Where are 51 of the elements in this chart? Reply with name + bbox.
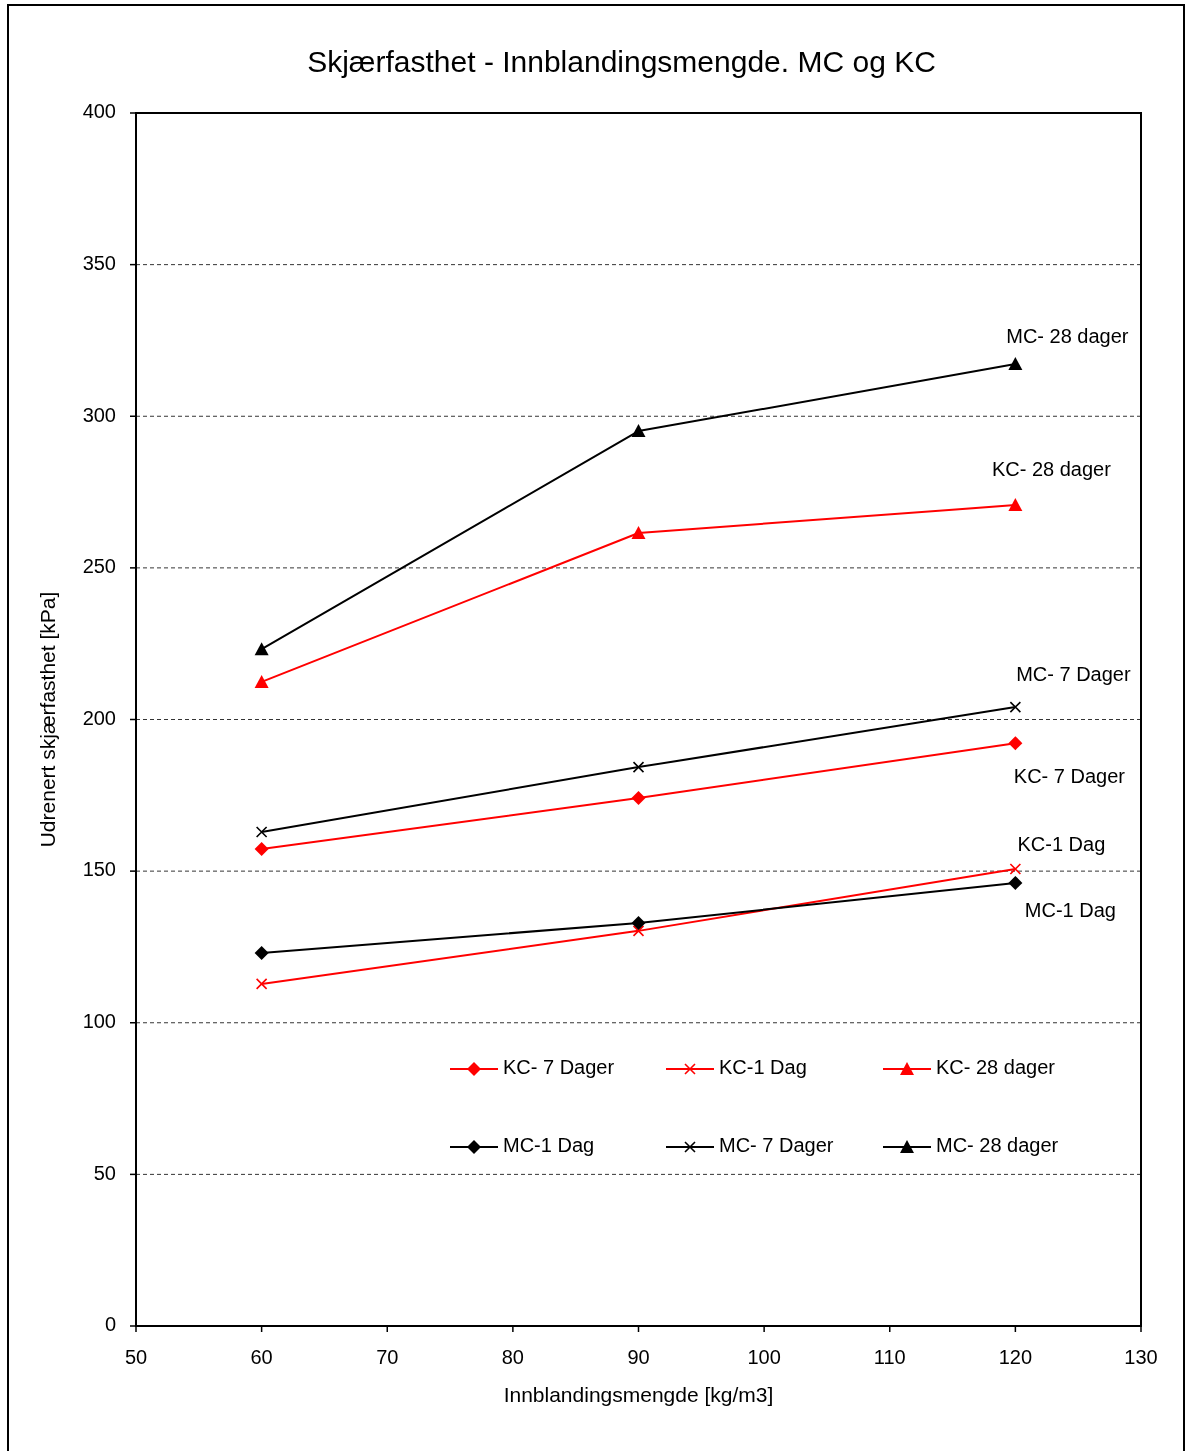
y-tick-label: 300 (82, 403, 116, 426)
x-tick-label: 60 (250, 1346, 273, 1368)
legend-label: KC- 28 dager (936, 1056, 1056, 1079)
x-tick-label: 70 (376, 1346, 399, 1368)
annotation: MC- 7 Dager (1016, 663, 1131, 686)
y-tick-label: 400 (82, 100, 116, 123)
annotation: KC- 28 dager (991, 458, 1112, 481)
point (1009, 701, 1022, 713)
point (254, 946, 269, 960)
legend-label: MC-1 Dag (503, 1134, 595, 1157)
point (1008, 498, 1023, 512)
x-tick-label: 120 (998, 1346, 1033, 1368)
x-tick-label: 100 (747, 1346, 781, 1368)
point (254, 674, 269, 688)
point (1008, 736, 1023, 751)
y-axis-title: Udrenert skjærfasthet [kPa] (36, 591, 59, 848)
y-tick-label: 150 (82, 858, 116, 881)
legend-label: MC- 7 Dager (719, 1134, 834, 1157)
point (1008, 357, 1023, 371)
point (254, 841, 269, 856)
x-tick-label: 110 (873, 1346, 906, 1368)
y-tick-label: 200 (82, 706, 116, 729)
annotation: MC-1 Dag (1024, 899, 1116, 922)
point (254, 642, 269, 656)
legend-label: KC-1 Dag (719, 1056, 807, 1079)
x-tick-label: 130 (1124, 1346, 1158, 1368)
point (631, 791, 646, 806)
x-axis-title: Innblandingsmengde [kg/m3] (503, 1383, 774, 1406)
point (255, 826, 268, 838)
point (1009, 863, 1022, 875)
annotation: MC- 28 dager (1006, 325, 1129, 348)
point (631, 526, 646, 539)
y-tick-label: 50 (93, 1161, 116, 1184)
x-tick-label: 90 (627, 1346, 650, 1368)
point (632, 925, 645, 937)
point (1008, 875, 1023, 890)
annotation: KC- 7 Dager (1013, 765, 1126, 788)
y-tick-label: 0 (104, 1313, 116, 1336)
y-tick-label: 350 (82, 251, 116, 274)
point (631, 424, 646, 438)
chart-title: Skjærfasthet - Innblandingsmengde. MC og KC (307, 45, 936, 78)
point (631, 915, 646, 930)
y-tick-label: 250 (82, 555, 116, 578)
point (632, 761, 645, 773)
point (255, 978, 268, 990)
y-tick-label: 100 (82, 1010, 116, 1033)
legend-label: MC- 28 dager (936, 1134, 1059, 1157)
x-tick-label: 80 (501, 1346, 524, 1368)
x-tick-label: 50 (124, 1346, 148, 1368)
annotation: KC-1 Dag (1017, 833, 1106, 856)
legend-label: KC- 7 Dager (503, 1056, 615, 1079)
